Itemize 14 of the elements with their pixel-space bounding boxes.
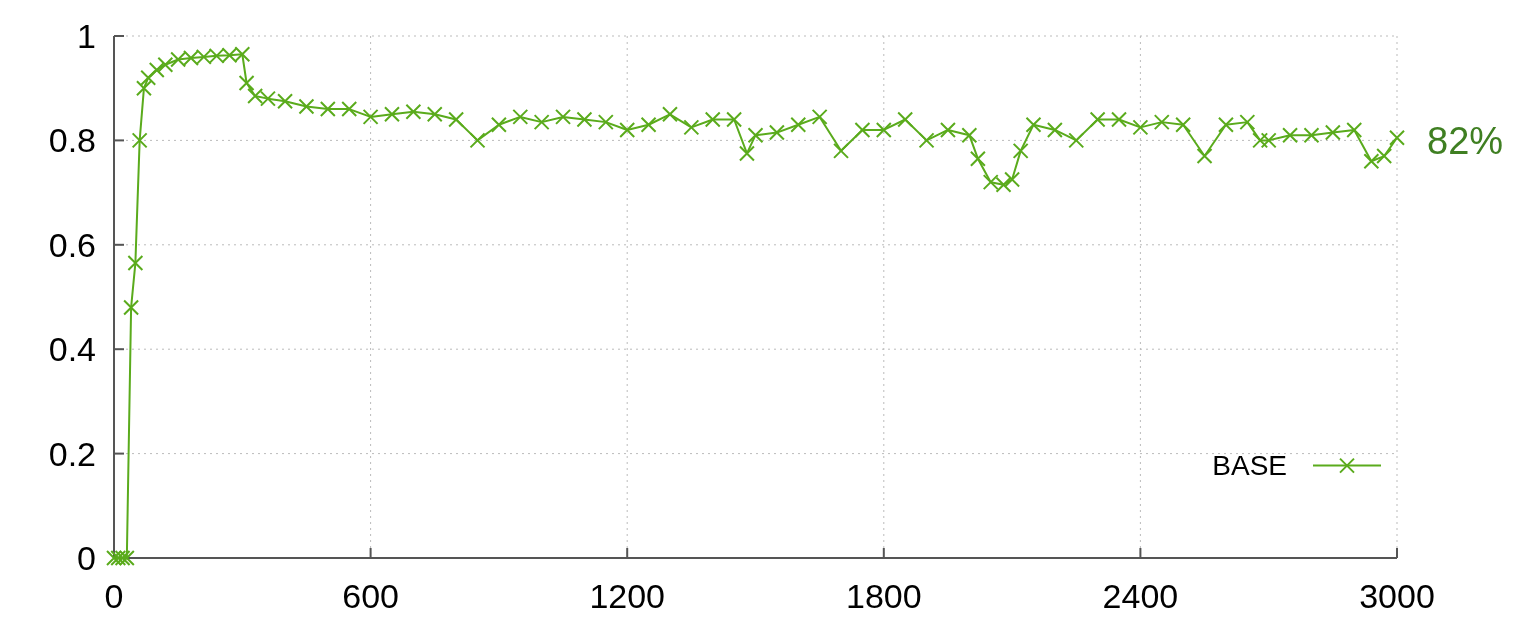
y-tick-label: 0 (77, 538, 96, 577)
x-tick-label: 1800 (845, 577, 922, 615)
x-tick-label: 0 (104, 577, 124, 615)
y-tick-label: 0.8 (48, 121, 96, 160)
x-tick-label: 600 (342, 577, 399, 615)
x-tick-label: 3000 (1359, 577, 1435, 615)
y-tick-label: 0.4 (48, 330, 96, 369)
legend-label: BASE (1212, 450, 1287, 482)
x-tick-label: 2400 (1102, 577, 1179, 615)
y-tick-label: 0.6 (48, 225, 96, 264)
x-tick-label: 1200 (589, 577, 666, 615)
y-tick-label: 0.2 (48, 434, 96, 473)
y-tick-label: 1 (77, 16, 96, 55)
annotation: 82% (1427, 119, 1504, 162)
